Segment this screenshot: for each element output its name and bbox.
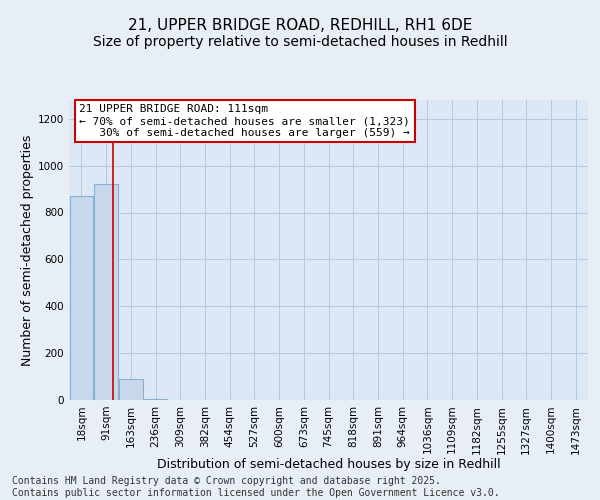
Y-axis label: Number of semi-detached properties: Number of semi-detached properties (21, 134, 34, 366)
Text: Size of property relative to semi-detached houses in Redhill: Size of property relative to semi-detach… (92, 35, 508, 49)
Bar (70, 196, 93, 400)
Bar (119, 379, 143, 400)
Text: 21, UPPER BRIDGE ROAD, REDHILL, RH1 6DE: 21, UPPER BRIDGE ROAD, REDHILL, RH1 6DE (128, 18, 472, 32)
Bar (94, 184, 118, 400)
Bar (144, 399, 167, 400)
X-axis label: Distribution of semi-detached houses by size in Redhill: Distribution of semi-detached houses by … (157, 458, 500, 471)
Text: Contains HM Land Registry data © Crown copyright and database right 2025.
Contai: Contains HM Land Registry data © Crown c… (12, 476, 500, 498)
Text: 21 UPPER BRIDGE ROAD: 111sqm
← 70% of semi-detached houses are smaller (1,323)
 : 21 UPPER BRIDGE ROAD: 111sqm ← 70% of se… (79, 104, 410, 138)
